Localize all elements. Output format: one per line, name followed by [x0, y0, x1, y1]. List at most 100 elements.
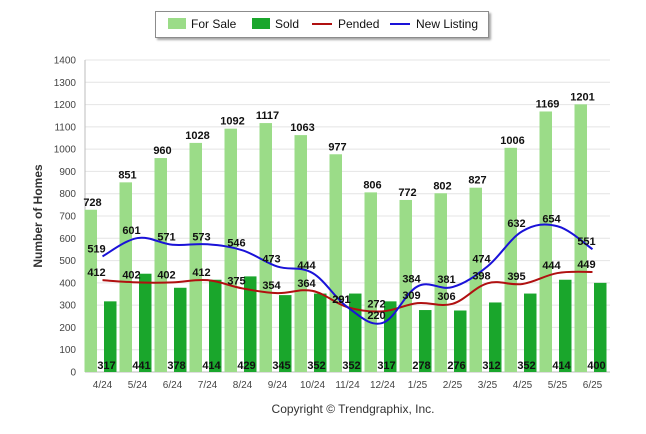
for-sale-bar	[259, 123, 272, 372]
for-sale-bar	[84, 209, 97, 372]
legend-item-pended: Pended	[312, 17, 379, 31]
sold-bar	[174, 287, 187, 372]
y-tick-label: 300	[59, 301, 76, 312]
sold-data-label: 276	[447, 360, 465, 372]
sold-bar	[384, 301, 397, 372]
sold-data-label: 429	[237, 360, 255, 372]
sold-data-label: 378	[167, 360, 185, 372]
y-tick-label: 600	[59, 234, 76, 245]
for-sale-bar	[329, 154, 342, 372]
new-listing-data-label: 474	[472, 253, 491, 265]
y-tick-label: 700	[59, 212, 76, 223]
copyright-text: Copyright © Trendgraphix, Inc.	[271, 402, 435, 416]
for-sale-bar	[294, 135, 307, 372]
sold-data-label: 414	[552, 360, 571, 372]
legend-item-new-listing: New Listing	[390, 17, 478, 31]
for-sale-data-label: 1201	[570, 91, 594, 103]
pended-data-label: 412	[192, 267, 210, 279]
y-tick-label: 500	[59, 256, 76, 267]
new-listing-data-label: 519	[87, 243, 105, 255]
sold-bar	[139, 273, 152, 372]
sold-bar	[594, 282, 607, 372]
for-sale-bar	[469, 187, 482, 372]
x-tick-label: 2/25	[443, 380, 463, 391]
new-listing-data-label: 546	[227, 237, 245, 249]
sold-bar	[244, 276, 257, 372]
pended-data-label: 309	[402, 290, 420, 302]
y-tick-label: 800	[59, 189, 76, 200]
y-axis-label: Number of Homes	[31, 164, 45, 268]
for-sale-bar	[189, 142, 202, 372]
for-sale-data-label: 960	[153, 145, 171, 157]
sold-bar	[524, 293, 537, 372]
for-sale-bar	[434, 193, 447, 372]
new-listing-data-label: 551	[577, 236, 595, 248]
x-tick-label: 7/24	[198, 380, 218, 391]
x-tick-label: 4/24	[93, 380, 113, 391]
legend-item-for-sale: For Sale	[168, 17, 236, 31]
pended-data-label: 402	[157, 269, 175, 281]
new-listing-data-label: 601	[122, 225, 140, 237]
for-sale-data-label: 1006	[500, 135, 524, 147]
new-listing-data-label: 381	[437, 274, 455, 286]
for-sale-bar	[154, 158, 167, 372]
sold-bar	[489, 302, 502, 372]
for-sale-bar	[364, 192, 377, 372]
y-tick-label: 100	[59, 345, 76, 356]
for-sale-data-label: 1117	[256, 110, 279, 122]
x-tick-label: 5/24	[128, 380, 148, 391]
sold-bar	[279, 295, 292, 372]
sold-data-label: 352	[517, 360, 535, 372]
pended-swatch	[312, 23, 332, 25]
y-tick-label: 1100	[54, 122, 76, 133]
sold-data-label: 317	[97, 360, 115, 372]
y-tick-label: 1400	[54, 56, 77, 67]
for-sale-data-label: 851	[118, 169, 136, 181]
legend-item-sold: Sold	[252, 17, 299, 31]
new-listing-data-label: 384	[402, 273, 421, 285]
sold-data-label: 400	[587, 360, 605, 372]
new-listing-data-label: 654	[542, 213, 561, 225]
legend-label-new-listing: New Listing	[416, 17, 479, 31]
for-sale-data-label: 1169	[536, 98, 560, 110]
for-sale-bar	[399, 199, 412, 372]
new-listing-data-label: 291	[332, 294, 350, 306]
for-sale-data-label: 1028	[185, 130, 209, 142]
sold-bar	[104, 301, 117, 372]
new-listing-data-label: 571	[157, 232, 175, 244]
pended-data-label: 402	[122, 269, 140, 281]
sold-data-label: 345	[272, 360, 290, 372]
pended-data-label: 306	[437, 291, 455, 303]
sold-data-label: 414	[202, 360, 221, 372]
new-listing-swatch	[390, 23, 410, 25]
pended-data-label: 398	[472, 270, 490, 282]
for-sale-bar	[574, 104, 587, 372]
for-sale-bar	[224, 128, 237, 372]
legend-label-for-sale: For Sale	[191, 17, 237, 31]
y-tick-label: 1300	[54, 78, 77, 89]
pended-data-label: 449	[577, 259, 595, 271]
for-sale-data-label: 728	[83, 197, 101, 209]
for-sale-data-label: 977	[328, 141, 346, 153]
legend: For Sale Sold Pended New Listing	[155, 11, 489, 38]
pended-data-label: 354	[262, 280, 281, 292]
y-tick-label: 1000	[54, 145, 77, 156]
for-sale-swatch	[168, 18, 186, 29]
sold-bar	[209, 279, 222, 372]
sold-data-label: 278	[412, 360, 430, 372]
sold-bar	[314, 293, 327, 372]
pended-data-label: 272	[367, 298, 385, 310]
x-tick-label: 12/24	[370, 380, 395, 391]
sold-data-label: 441	[132, 360, 150, 372]
y-tick-label: 200	[59, 323, 76, 334]
y-tick-label: 0	[70, 368, 76, 379]
x-tick-label: 4/25	[513, 380, 533, 391]
sold-bar	[559, 279, 572, 372]
for-sale-bar	[119, 182, 132, 372]
x-tick-label: 8/24	[233, 380, 253, 391]
new-listing-data-label: 573	[192, 231, 210, 243]
new-listing-data-label: 473	[262, 254, 280, 266]
y-tick-label: 900	[59, 167, 76, 178]
new-listing-data-label: 220	[367, 310, 385, 322]
pended-data-label: 444	[542, 260, 561, 272]
